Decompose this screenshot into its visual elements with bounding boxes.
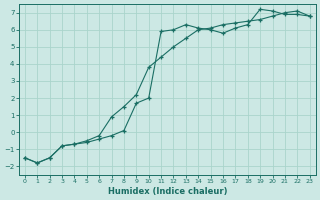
X-axis label: Humidex (Indice chaleur): Humidex (Indice chaleur) — [108, 187, 227, 196]
